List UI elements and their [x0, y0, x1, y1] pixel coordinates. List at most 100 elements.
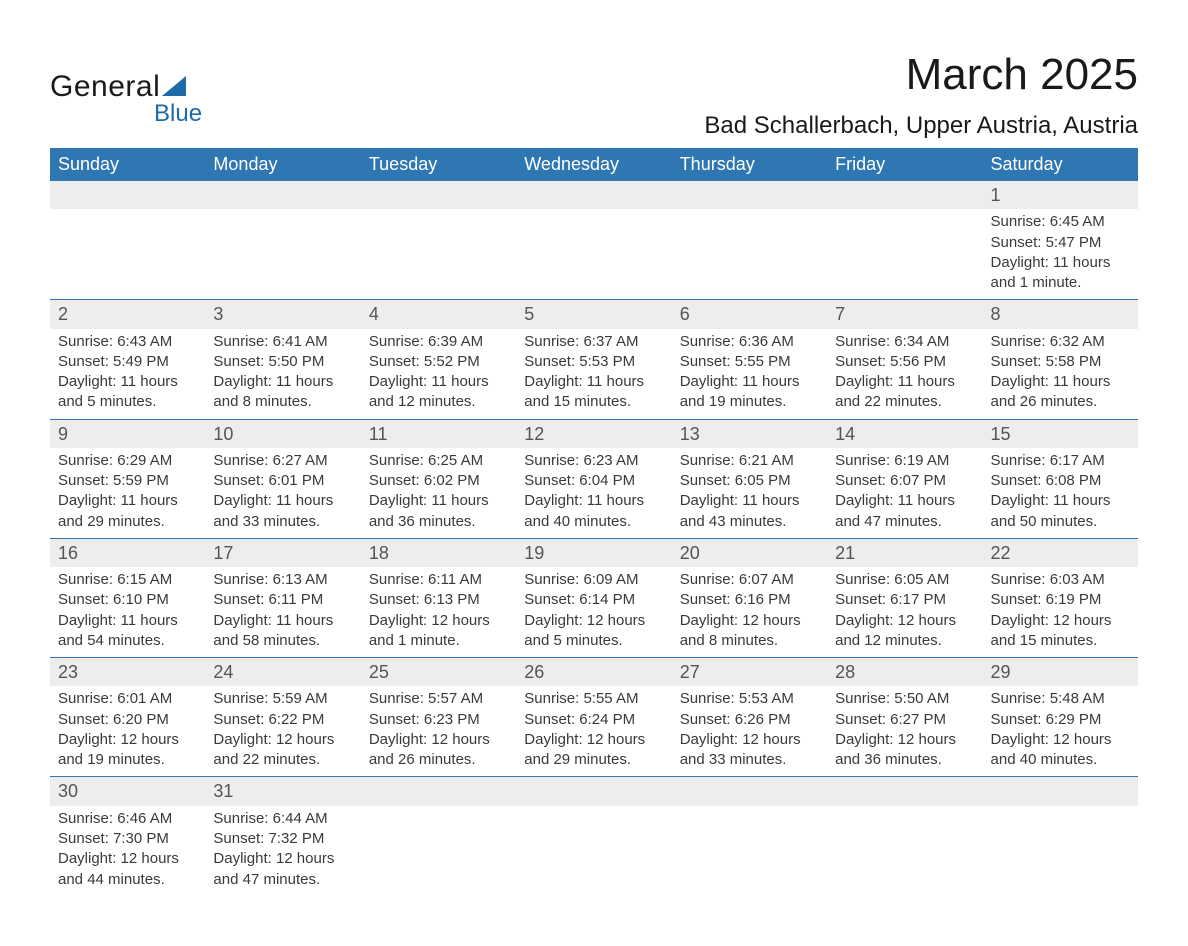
day-info-cell: Sunrise: 6:27 AMSunset: 6:01 PMDaylight:…: [205, 448, 360, 539]
dh-sat: Saturday: [983, 148, 1138, 181]
day-info-cell: Sunrise: 6:13 AMSunset: 6:11 PMDaylight:…: [205, 567, 360, 658]
day-dl1: Daylight: 12 hours: [213, 730, 352, 750]
day-info-cell: Sunrise: 6:46 AMSunset: 7:30 PMDaylight:…: [50, 806, 205, 896]
day-number-cell: 2: [50, 300, 205, 329]
day-number-cell: [672, 181, 827, 209]
day-info-cell: Sunrise: 6:25 AMSunset: 6:02 PMDaylight:…: [361, 448, 516, 539]
day-info-cell: [361, 806, 516, 896]
location: Bad Schallerbach, Upper Austria, Austria: [704, 112, 1138, 140]
daynum-row: 9101112131415: [50, 419, 1138, 448]
day-dl2: and 36 minutes.: [835, 750, 974, 770]
day-dl1: Daylight: 12 hours: [835, 730, 974, 750]
day-number-cell: 14: [827, 419, 982, 448]
day-dl2: and 36 minutes.: [369, 512, 508, 532]
info-row: Sunrise: 6:15 AMSunset: 6:10 PM Daylight:…: [50, 567, 1138, 658]
day-sunset: Sunset: 6:04 PM: [524, 471, 663, 491]
day-sunset: Sunset: 6:26 PM: [680, 710, 819, 730]
day-info-cell: Sunrise: 5:50 AMSunset: 6:27 PMDaylight:…: [827, 686, 982, 777]
day-number-cell: 31: [205, 777, 360, 806]
day-sunrise: Sunrise: 6:27 AM: [213, 451, 352, 471]
day-dl1: Daylight: 12 hours: [524, 730, 663, 750]
day-number-cell: 16: [50, 538, 205, 567]
day-dl1: Daylight: 12 hours: [991, 611, 1130, 631]
day-sunrise: Sunrise: 5:48 AM: [991, 689, 1130, 709]
day-sunrise: Sunrise: 6:01 AM: [58, 689, 197, 709]
day-sunset: Sunset: 7:30 PM: [58, 829, 197, 849]
month-title: March 2025: [704, 50, 1138, 100]
day-sunset: Sunset: 5:58 PM: [991, 352, 1130, 372]
day-sunrise: Sunrise: 6:32 AM: [991, 332, 1130, 352]
day-sunrise: Sunrise: 6:03 AM: [991, 570, 1130, 590]
day-info-cell: Sunrise: 6:37 AMSunset: 5:53 PMDaylight:…: [516, 329, 671, 420]
day-number-cell: 11: [361, 419, 516, 448]
day-info-cell: Sunrise: 6:07 AMSunset: 6:16 PMDaylight:…: [672, 567, 827, 658]
info-row: Sunrise: 6:46 AMSunset: 7:30 PMDaylight:…: [50, 806, 1138, 896]
day-info-cell: Sunrise: 6:45 AMSunset: 5:47 PMDaylight:…: [983, 209, 1138, 300]
day-info-cell: Sunrise: 6:01 AMSunset: 6:20 PMDaylight:…: [50, 686, 205, 777]
day-dl2: and 12 minutes.: [369, 392, 508, 412]
day-sunset: Sunset: 6:17 PM: [835, 590, 974, 610]
day-sunrise: Sunrise: 6:13 AM: [213, 570, 352, 590]
day-info-cell: Sunrise: 5:53 AMSunset: 6:26 PMDaylight:…: [672, 686, 827, 777]
day-dl2: and 26 minutes.: [369, 750, 508, 770]
day-info-cell: Sunrise: 6:19 AMSunset: 6:07 PMDaylight:…: [827, 448, 982, 539]
daynum-row: 3031: [50, 777, 1138, 806]
day-dl1: Daylight: 11 hours: [58, 491, 197, 511]
day-info-cell: Sunrise: 6:32 AMSunset: 5:58 PMDaylight:…: [983, 329, 1138, 420]
day-info-cell: Sunrise: 5:48 AMSunset: 6:29 PMDaylight:…: [983, 686, 1138, 777]
info-row: Sunrise: 6:29 AMSunset: 5:59 PMDaylight:…: [50, 448, 1138, 539]
dh-fri: Friday: [827, 148, 982, 181]
day-number-cell: [983, 777, 1138, 806]
day-number-cell: [827, 777, 982, 806]
day-sunrise: Sunrise: 5:59 AM: [213, 689, 352, 709]
day-info-cell: Sunrise: 6:15 AMSunset: 6:10 PMDaylight:…: [50, 567, 205, 658]
day-number-cell: 6: [672, 300, 827, 329]
day-sunset: Sunset: 6:13 PM: [369, 590, 508, 610]
day-info-cell: [361, 209, 516, 300]
day-dl1: Daylight: 11 hours: [835, 491, 974, 511]
day-dl2: and 8 minutes.: [213, 392, 352, 412]
day-dl2: and 43 minutes.: [680, 512, 819, 532]
day-info-cell: [672, 209, 827, 300]
day-number-cell: 28: [827, 658, 982, 687]
day-sunset: Sunset: 6:02 PM: [369, 471, 508, 491]
day-number-cell: 22: [983, 538, 1138, 567]
day-number-cell: 8: [983, 300, 1138, 329]
logo-triangle-icon: [162, 76, 186, 96]
day-sunrise: Sunrise: 6:21 AM: [680, 451, 819, 471]
day-number-cell: 23: [50, 658, 205, 687]
day-info-cell: Sunrise: 6:39 AMSunset: 5:52 PMDaylight:…: [361, 329, 516, 420]
day-sunrise: Sunrise: 6:15 AM: [58, 570, 197, 590]
day-info-cell: Sunrise: 6:36 AMSunset: 5:55 PMDaylight:…: [672, 329, 827, 420]
day-info-cell: Sunrise: 6:17 AMSunset: 6:08 PMDaylight:…: [983, 448, 1138, 539]
day-number-cell: 1: [983, 181, 1138, 209]
day-dl2: and 44 minutes.: [58, 870, 197, 890]
day-info-cell: [205, 209, 360, 300]
day-info-cell: Sunrise: 5:57 AMSunset: 6:23 PMDaylight:…: [361, 686, 516, 777]
day-dl2: and 8 minutes.: [680, 631, 819, 651]
day-info-cell: [827, 806, 982, 896]
info-row: Sunrise: 6:45 AMSunset: 5:47 PMDaylight:…: [50, 209, 1138, 300]
day-info-cell: [672, 806, 827, 896]
day-dl1: Daylight: 12 hours: [58, 730, 197, 750]
day-info-cell: [516, 209, 671, 300]
day-sunrise: Sunrise: 6:29 AM: [58, 451, 197, 471]
day-sunset: Sunset: 5:47 PM: [991, 233, 1130, 253]
day-dl1: Daylight: 11 hours: [369, 491, 508, 511]
day-info-cell: [516, 806, 671, 896]
dh-wed: Wednesday: [516, 148, 671, 181]
day-info-cell: Sunrise: 5:59 AMSunset: 6:22 PMDaylight:…: [205, 686, 360, 777]
day-sunrise: Sunrise: 6:17 AM: [991, 451, 1130, 471]
day-sunset: Sunset: 6:10 PM: [58, 590, 197, 610]
day-sunset: Sunset: 5:49 PM: [58, 352, 197, 372]
day-info-cell: Sunrise: 6:41 AMSunset: 5:50 PMDaylight:…: [205, 329, 360, 420]
day-dl1: Daylight: 12 hours: [991, 730, 1130, 750]
day-number-cell: 10: [205, 419, 360, 448]
day-info-cell: [827, 209, 982, 300]
day-sunrise: Sunrise: 5:57 AM: [369, 689, 508, 709]
day-number-cell: 19: [516, 538, 671, 567]
day-number-cell: 13: [672, 419, 827, 448]
day-sunrise: Sunrise: 6:44 AM: [213, 809, 352, 829]
header: General Blue March 2025 Bad Schallerbach…: [50, 50, 1138, 140]
day-info-cell: Sunrise: 6:29 AMSunset: 5:59 PMDaylight:…: [50, 448, 205, 539]
